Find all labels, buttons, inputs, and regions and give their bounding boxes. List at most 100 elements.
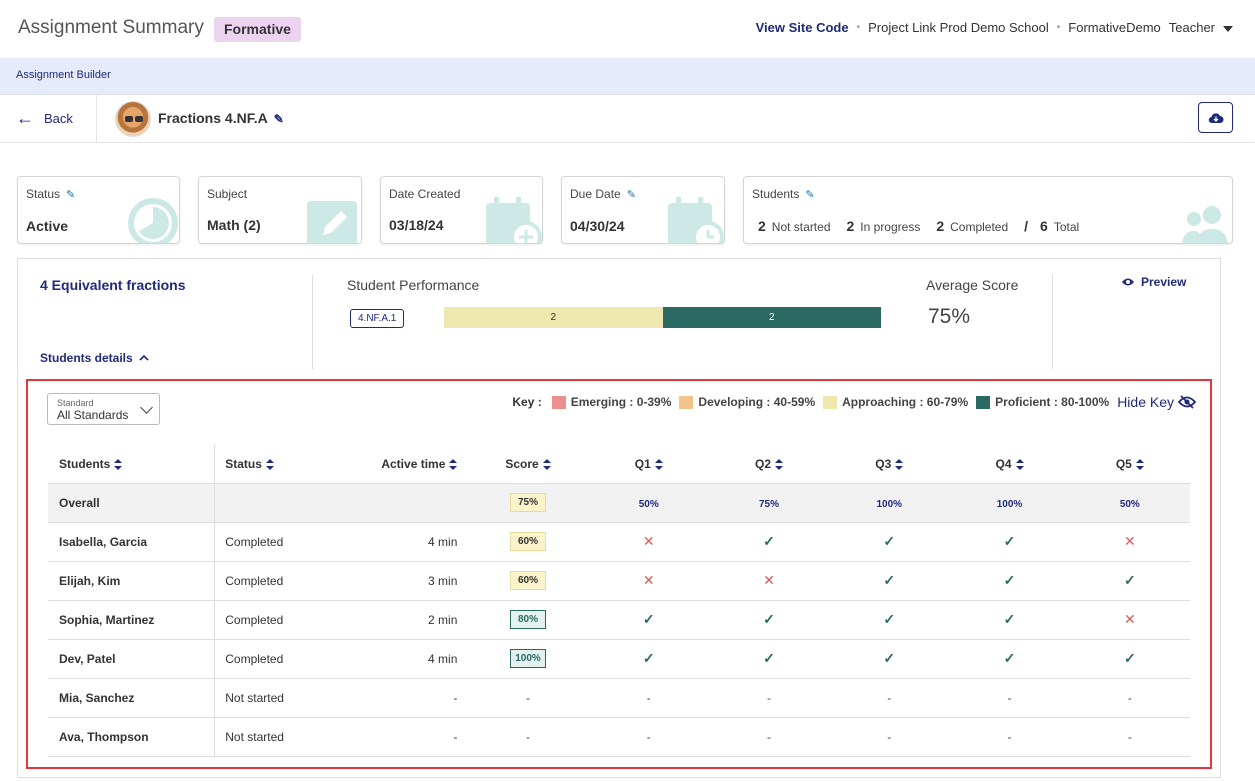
pencil-icon[interactable]: ✎ bbox=[273, 112, 284, 126]
back-button[interactable]: ← Back bbox=[16, 109, 73, 127]
arrow-left-icon: ← bbox=[16, 108, 34, 128]
question-result-cell[interactable]: ✓ bbox=[588, 639, 709, 679]
question-average: 100% bbox=[876, 498, 903, 510]
question-result-cell[interactable]: ✓ bbox=[708, 600, 830, 640]
pencil-icon[interactable]: ✎ bbox=[66, 189, 76, 201]
question-result-cell[interactable]: ✓ bbox=[949, 522, 1070, 562]
sort-icon[interactable] bbox=[542, 458, 551, 470]
standard-select-caption: Standard bbox=[57, 398, 94, 408]
status-card-label: Status ✎ bbox=[26, 187, 75, 201]
question-result-cell[interactable]: - bbox=[949, 678, 1070, 718]
question-average: 50% bbox=[638, 498, 659, 510]
student-name[interactable]: Isabella, Garcia bbox=[48, 522, 216, 562]
status-card: Status ✎ Active bbox=[17, 176, 180, 244]
question-result-cell[interactable]: ✓ bbox=[829, 639, 950, 679]
view-site-code-link[interactable]: View Site Code bbox=[755, 20, 849, 35]
avatar bbox=[115, 101, 151, 137]
question-result-cell[interactable]: ✕ bbox=[1069, 522, 1190, 562]
subject-value: Math (2) bbox=[207, 217, 261, 233]
student-name[interactable]: Mia, Sanchez bbox=[48, 678, 216, 718]
question-result-cell[interactable]: - bbox=[829, 717, 950, 757]
score-badge[interactable]: 60% bbox=[510, 532, 546, 551]
sort-icon[interactable] bbox=[114, 458, 123, 470]
standard-chip: 4.NF.A.1 bbox=[350, 309, 405, 328]
standard-select[interactable]: Standard All Standards bbox=[47, 393, 160, 425]
sort-icon[interactable] bbox=[654, 458, 663, 470]
score-badge[interactable]: 100% bbox=[510, 649, 546, 668]
student-name[interactable]: Sophia, Martinez bbox=[48, 600, 216, 640]
score-key: Key : Emerging : 0-39% Developing : 40-59… bbox=[512, 394, 1196, 410]
question-result-cell[interactable]: ✕ bbox=[1069, 600, 1190, 640]
students-card: Students ✎ 2 Not started 2 In progress 2 Com… bbox=[743, 176, 1233, 244]
students-details-toggle[interactable]: Students details bbox=[40, 351, 149, 365]
sort-icon[interactable] bbox=[775, 458, 784, 470]
user-role: Teacher bbox=[1168, 20, 1215, 35]
question-result-cell[interactable]: - bbox=[1069, 678, 1190, 718]
sort-icon[interactable] bbox=[265, 458, 274, 470]
question-result-cell[interactable]: ✓ bbox=[949, 639, 1070, 679]
in-progress-count: 2 In progress bbox=[847, 218, 921, 234]
preview-button[interactable]: Preview bbox=[1121, 275, 1186, 289]
active-time: 2 min bbox=[315, 600, 468, 640]
x-icon: ✕ bbox=[1123, 611, 1136, 627]
column-header[interactable]: Active time bbox=[315, 445, 468, 484]
column-header[interactable]: Q5 bbox=[1069, 445, 1190, 484]
question-result-cell[interactable]: ✓ bbox=[708, 639, 830, 679]
assignment-builder-link[interactable]: Assignment Builder bbox=[16, 69, 111, 81]
question-average: 50% bbox=[1119, 498, 1140, 510]
student-name[interactable]: Dev, Patel bbox=[48, 639, 216, 679]
student-name[interactable]: Elijah, Kim bbox=[48, 561, 216, 601]
check-icon: ✓ bbox=[883, 533, 896, 549]
question-result-cell[interactable]: - bbox=[1069, 717, 1190, 757]
column-header[interactable]: Q1 bbox=[588, 445, 709, 484]
column-header[interactable]: Q3 bbox=[829, 445, 950, 484]
sort-icon[interactable] bbox=[449, 458, 458, 470]
question-result-cell[interactable]: ✓ bbox=[829, 522, 950, 562]
question-result-cell[interactable]: - bbox=[708, 717, 830, 757]
question-result-cell[interactable]: - bbox=[588, 717, 709, 757]
question-result-cell[interactable]: ✓ bbox=[588, 600, 709, 640]
check-icon: ✓ bbox=[642, 611, 655, 627]
question-result-cell[interactable]: ✓ bbox=[1069, 639, 1190, 679]
pencil-icon[interactable]: ✎ bbox=[626, 189, 636, 201]
student-name[interactable]: Ava, Thompson bbox=[48, 717, 216, 757]
cloud-download-button[interactable] bbox=[1198, 102, 1233, 133]
hide-key-button[interactable]: Hide Key bbox=[1117, 394, 1196, 410]
score-badge[interactable]: 80% bbox=[510, 610, 546, 629]
question-result-cell[interactable]: ✓ bbox=[949, 600, 1070, 640]
eye-off-icon bbox=[1178, 395, 1196, 409]
count-number: 6 bbox=[1040, 218, 1048, 234]
check-icon: ✓ bbox=[1123, 572, 1136, 588]
user-menu[interactable]: Teacher bbox=[1169, 20, 1233, 35]
score-empty: - bbox=[526, 690, 530, 705]
column-header[interactable]: Status bbox=[214, 445, 316, 484]
question-result-cell[interactable]: ✓ bbox=[708, 522, 830, 562]
sort-icon[interactable] bbox=[1015, 458, 1024, 470]
question-result-cell[interactable]: ✕ bbox=[708, 561, 830, 601]
sort-icon[interactable] bbox=[895, 458, 904, 470]
pencil-icon[interactable]: ✎ bbox=[805, 189, 815, 201]
question-result-cell[interactable]: ✕ bbox=[588, 522, 709, 562]
table-row: Mia, Sanchez Not started - - - - - - - bbox=[48, 678, 1190, 718]
score-badge[interactable]: 60% bbox=[510, 571, 546, 590]
question-title[interactable]: 4 Equivalent fractions bbox=[40, 277, 186, 293]
check-icon: ✓ bbox=[1003, 611, 1016, 627]
column-header[interactable]: Score bbox=[467, 445, 589, 484]
org-name: FormativeDemo bbox=[1068, 20, 1161, 35]
question-result-cell[interactable]: ✕ bbox=[588, 561, 709, 601]
sort-icon[interactable] bbox=[1135, 458, 1144, 470]
column-header-label: Q4 bbox=[995, 456, 1012, 471]
subject-card: Subject Math (2) bbox=[198, 176, 362, 244]
check-icon: ✓ bbox=[883, 650, 896, 666]
question-result-cell[interactable]: - bbox=[829, 678, 950, 718]
column-header[interactable]: Q2 bbox=[708, 445, 830, 484]
question-result-cell[interactable]: - bbox=[588, 678, 709, 718]
column-header[interactable]: Students bbox=[48, 445, 216, 484]
column-header[interactable]: Q4 bbox=[949, 445, 1070, 484]
question-result-cell[interactable]: ✓ bbox=[1069, 561, 1190, 601]
question-result-cell[interactable]: ✓ bbox=[829, 600, 950, 640]
question-result-cell[interactable]: ✓ bbox=[949, 561, 1070, 601]
question-result-cell[interactable]: ✓ bbox=[829, 561, 950, 601]
question-result-cell[interactable]: - bbox=[708, 678, 830, 718]
question-result-cell[interactable]: - bbox=[949, 717, 1070, 757]
